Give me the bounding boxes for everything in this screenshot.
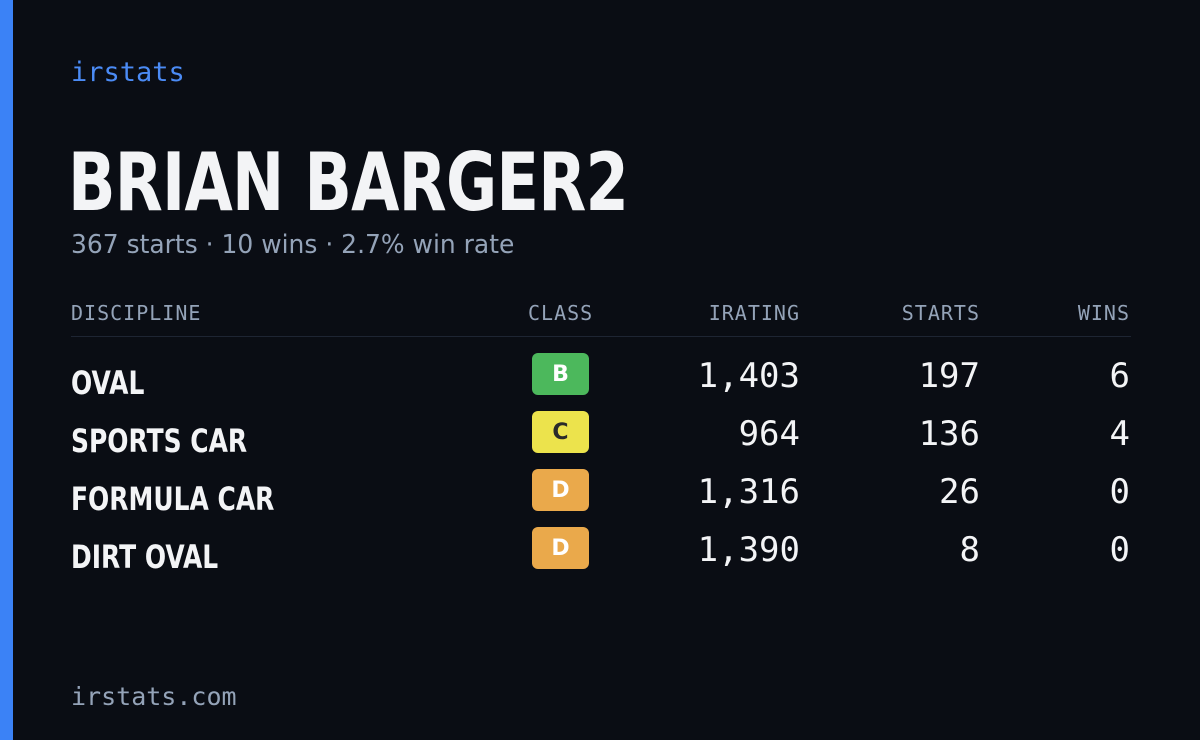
- table-row: FORMULA CAR D 1,316 26 0: [71, 469, 1131, 527]
- starts-value: 8: [959, 530, 980, 570]
- wins-value: 6: [1109, 356, 1130, 396]
- footer-url[interactable]: irstats.com: [71, 682, 237, 711]
- accent-bar: [0, 0, 13, 740]
- driver-name: BRIAN BARGER2: [68, 136, 629, 229]
- starts-value: 197: [918, 356, 980, 396]
- header-starts: STARTS: [901, 301, 980, 325]
- header-discipline: DISCIPLINE: [71, 301, 202, 325]
- class-badge: D: [532, 527, 589, 569]
- table-row: OVAL B 1,403 197 6: [71, 353, 1131, 411]
- brand-logo: irstats: [71, 57, 185, 88]
- wins-value: 4: [1109, 414, 1130, 454]
- discipline-name: SPORTS CAR: [71, 422, 248, 460]
- discipline-name: DIRT OVAL: [71, 538, 219, 576]
- class-badge: D: [532, 469, 589, 511]
- header-irating: IRATING: [708, 301, 800, 325]
- header-wins: WINS: [1077, 301, 1130, 325]
- table-row: SPORTS CAR C 964 136 4: [71, 411, 1131, 469]
- irating-value: 964: [738, 414, 800, 454]
- wins-value: 0: [1109, 472, 1130, 512]
- wins-value: 0: [1109, 530, 1130, 570]
- class-badge: B: [532, 353, 589, 395]
- irating-value: 1,390: [697, 530, 800, 570]
- irating-value: 1,403: [697, 356, 800, 396]
- discipline-name: OVAL: [71, 364, 145, 402]
- table-row: DIRT OVAL D 1,390 8 0: [71, 527, 1131, 585]
- header-class: CLASS: [528, 301, 594, 325]
- starts-value: 26: [939, 472, 980, 512]
- starts-value: 136: [918, 414, 980, 454]
- table-body: OVAL B 1,403 197 6 SPORTS CAR C 964 136 …: [71, 337, 1131, 585]
- discipline-table: DISCIPLINE CLASS IRATING STARTS WINS OVA…: [71, 296, 1131, 585]
- discipline-name: FORMULA CAR: [71, 480, 275, 518]
- class-badge: C: [532, 411, 589, 453]
- driver-summary: 367 starts · 10 wins · 2.7% win rate: [71, 230, 515, 260]
- irating-value: 1,316: [697, 472, 800, 512]
- table-header: DISCIPLINE CLASS IRATING STARTS WINS: [71, 296, 1131, 337]
